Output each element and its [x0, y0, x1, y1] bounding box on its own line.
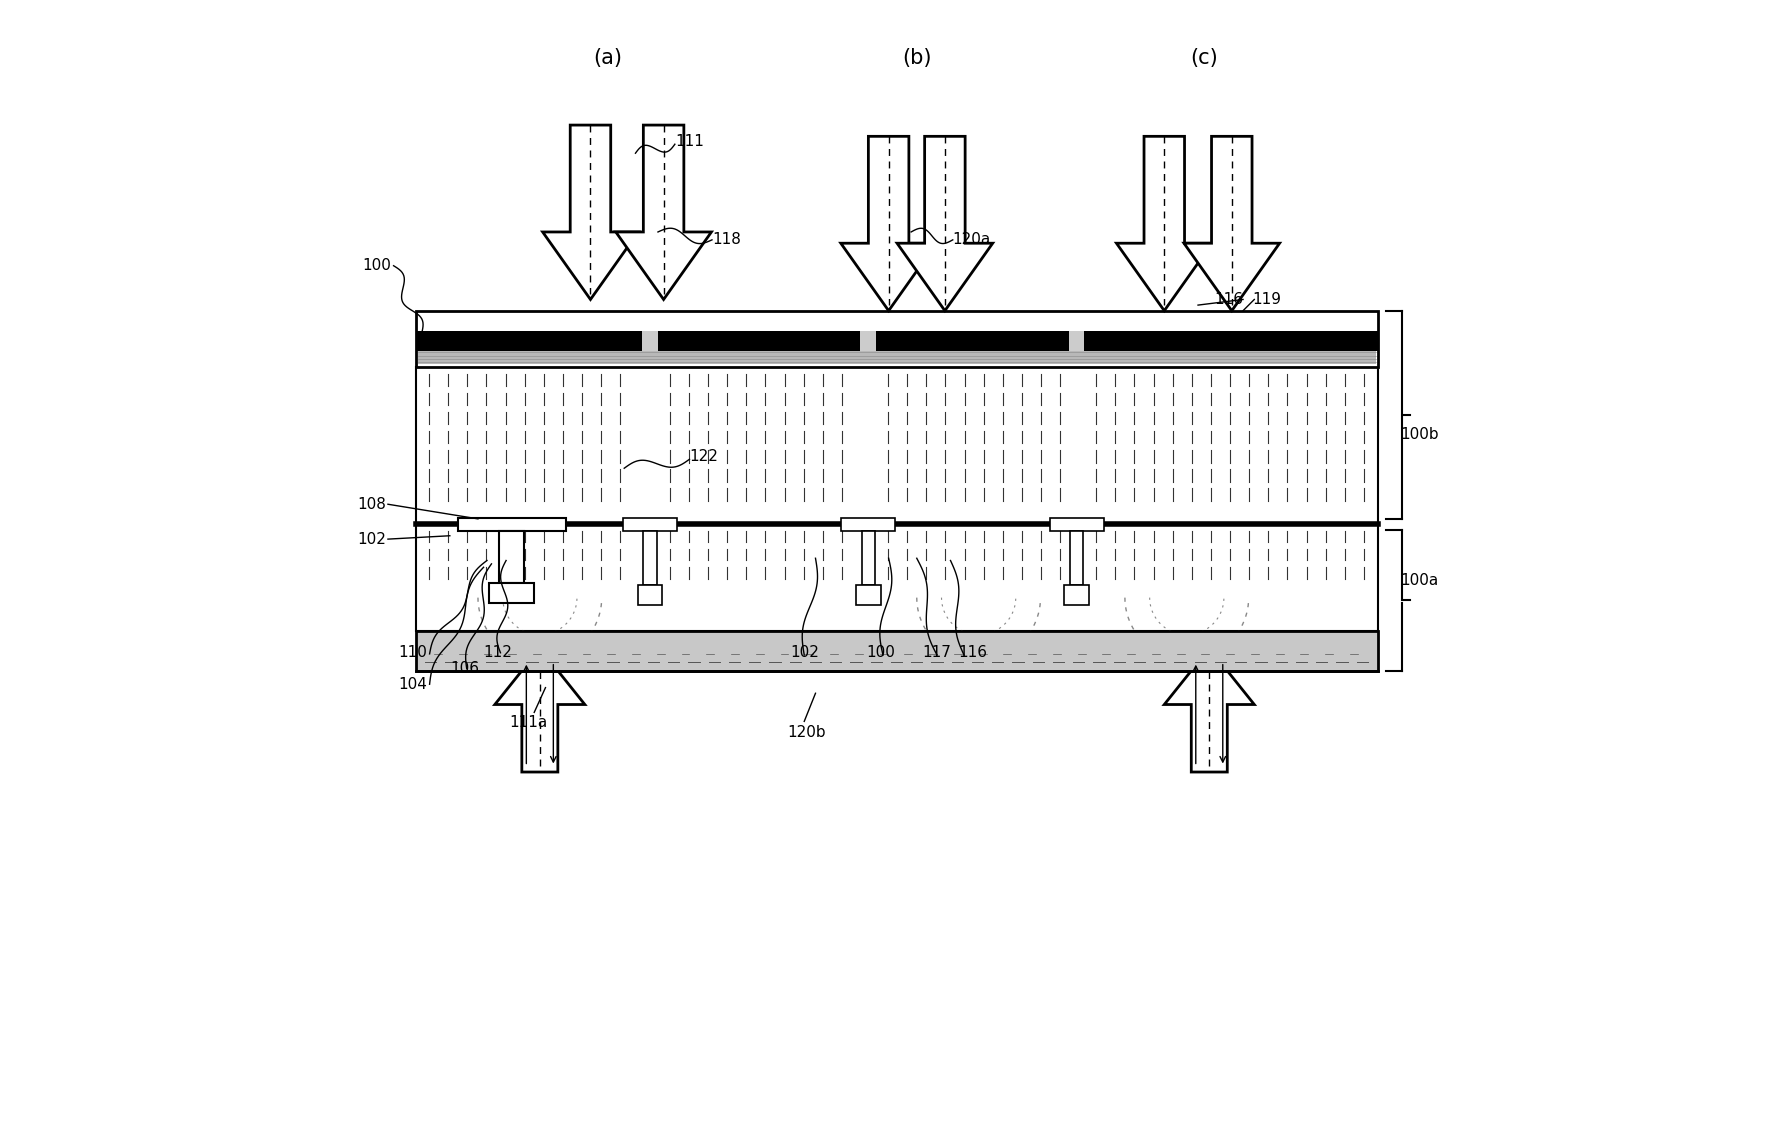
- Bar: [417, 311, 1377, 367]
- Text: 102: 102: [791, 646, 819, 661]
- Text: 100: 100: [362, 259, 392, 273]
- Text: 120b: 120b: [788, 726, 826, 740]
- Text: 102: 102: [357, 532, 385, 547]
- Polygon shape: [841, 137, 936, 311]
- Text: 108: 108: [357, 497, 385, 511]
- Polygon shape: [1183, 137, 1280, 311]
- Bar: [1065, 585, 1090, 605]
- Text: 111: 111: [675, 134, 703, 149]
- Polygon shape: [616, 125, 712, 300]
- Text: 118: 118: [712, 232, 742, 247]
- Text: 116: 116: [959, 646, 987, 661]
- Text: 119: 119: [1252, 292, 1280, 308]
- Text: 110: 110: [399, 646, 427, 661]
- Bar: [419, 338, 1376, 363]
- Bar: [417, 631, 1377, 671]
- Text: 120a: 120a: [952, 232, 991, 247]
- Bar: [457, 518, 565, 531]
- Bar: [417, 331, 643, 351]
- Polygon shape: [494, 648, 585, 772]
- Text: (c): (c): [1190, 48, 1217, 67]
- Polygon shape: [897, 137, 992, 311]
- Bar: [1068, 331, 1084, 351]
- Bar: [1084, 331, 1377, 351]
- Polygon shape: [1116, 137, 1211, 311]
- Text: (b): (b): [902, 48, 931, 67]
- Text: 116: 116: [1213, 292, 1243, 308]
- Text: 100b: 100b: [1400, 427, 1439, 442]
- Text: (a): (a): [593, 48, 622, 67]
- Text: 100: 100: [865, 646, 895, 661]
- Bar: [860, 331, 876, 351]
- Text: 100a: 100a: [1400, 573, 1439, 588]
- Bar: [500, 531, 525, 583]
- Bar: [857, 585, 881, 605]
- Text: 117: 117: [922, 646, 952, 661]
- Bar: [1070, 531, 1083, 585]
- Bar: [489, 583, 535, 604]
- Bar: [876, 331, 1068, 351]
- Bar: [643, 331, 659, 351]
- Bar: [1049, 518, 1104, 531]
- Text: 122: 122: [689, 450, 719, 465]
- Polygon shape: [542, 125, 638, 300]
- Bar: [862, 531, 876, 585]
- Text: 106: 106: [450, 661, 479, 677]
- Text: 104: 104: [399, 677, 427, 691]
- Bar: [417, 524, 1377, 631]
- Text: 111a: 111a: [509, 715, 547, 730]
- Bar: [623, 518, 676, 531]
- Bar: [643, 531, 657, 585]
- Bar: [638, 585, 662, 605]
- Bar: [417, 367, 1377, 524]
- Polygon shape: [1164, 648, 1254, 772]
- Text: 112: 112: [484, 646, 512, 661]
- Bar: [841, 518, 895, 531]
- Bar: [659, 331, 860, 351]
